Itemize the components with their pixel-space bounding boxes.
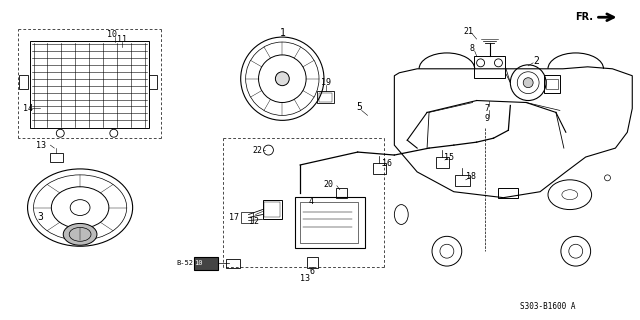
Bar — [336, 188, 347, 198]
Text: 16: 16 — [383, 159, 392, 168]
Circle shape — [524, 78, 533, 88]
Text: S303-B1600 A: S303-B1600 A — [520, 302, 576, 311]
Bar — [455, 175, 470, 186]
Bar — [241, 212, 253, 223]
Text: 7: 7 — [484, 104, 489, 113]
Text: 12: 12 — [248, 217, 259, 226]
Circle shape — [275, 72, 289, 86]
Bar — [262, 200, 282, 220]
Bar — [295, 197, 365, 248]
Text: B-52: B-52 — [176, 260, 193, 266]
Bar — [307, 257, 318, 268]
Bar — [148, 75, 157, 89]
Text: 21: 21 — [464, 27, 474, 36]
Text: 10: 10 — [107, 30, 117, 39]
Text: 2: 2 — [533, 56, 539, 66]
Bar — [499, 188, 518, 198]
Bar — [436, 157, 449, 168]
Text: FR.: FR. — [575, 12, 594, 22]
Text: 1: 1 — [280, 28, 285, 38]
Text: 4: 4 — [308, 197, 313, 206]
Text: 15: 15 — [444, 153, 454, 162]
Text: 9: 9 — [484, 114, 489, 123]
Bar — [474, 56, 506, 78]
Text: 13: 13 — [300, 275, 310, 284]
Ellipse shape — [63, 223, 97, 245]
Text: 3: 3 — [38, 212, 44, 222]
Bar — [226, 259, 240, 268]
Bar — [19, 75, 28, 89]
Text: 14: 14 — [22, 104, 33, 113]
Bar — [372, 163, 387, 174]
Bar — [29, 41, 148, 128]
Bar — [300, 202, 358, 243]
Bar — [319, 92, 332, 101]
Bar — [51, 153, 63, 162]
Bar — [194, 257, 218, 270]
Bar — [544, 75, 560, 92]
Bar — [264, 202, 280, 218]
Text: 17: 17 — [228, 213, 239, 222]
Text: 18: 18 — [466, 172, 476, 181]
Text: 19: 19 — [321, 78, 331, 87]
Text: 20: 20 — [324, 180, 334, 189]
Bar — [317, 91, 334, 103]
Text: 11: 11 — [116, 35, 127, 44]
Text: 22: 22 — [253, 146, 262, 155]
Text: 8: 8 — [469, 44, 474, 53]
Text: 10: 10 — [194, 260, 203, 266]
Text: 6: 6 — [310, 267, 315, 276]
Text: 5: 5 — [356, 102, 363, 112]
Bar — [546, 79, 558, 89]
Text: 13: 13 — [36, 140, 46, 150]
